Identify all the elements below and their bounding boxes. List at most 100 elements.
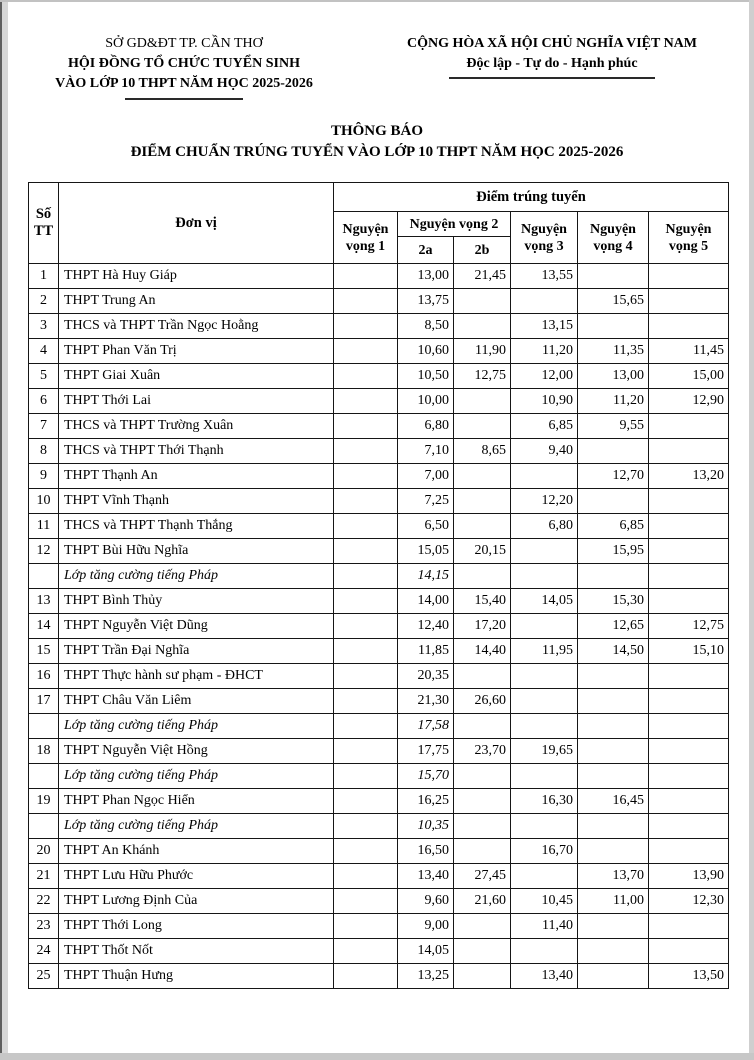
school-name: Lớp tăng cường tiếng Pháp [58,813,334,839]
score-nv1 [333,913,398,939]
score-nv3 [510,688,578,714]
school-row: 19 THPT Phan Ngọc Hiển 16,25 16,30 16,45 [28,788,729,814]
authority-line-1: SỞ GD&ĐT TP. CẦN THƠ [105,36,263,51]
score-nv4 [577,913,649,939]
score-nv2b [453,838,511,864]
school-name: THCS và THPT Trần Ngọc Hoằng [58,313,334,339]
score-nv1 [333,538,398,564]
row-number: 8 [28,438,59,464]
score-nv2a: 10,35 [397,813,454,839]
score-nv5 [648,313,729,339]
score-nv3: 16,30 [510,788,578,814]
score-nv5: 11,45 [648,338,729,364]
school-row: 20 THPT An Khánh 16,50 16,70 [28,838,729,864]
row-number: 16 [28,663,59,689]
score-nv4 [577,713,649,739]
notice-title: THÔNG BÁO [330,123,424,139]
french-class-row: Lớp tăng cường tiếng Pháp 14,15 [28,563,729,589]
score-nv2a: 11,85 [397,638,454,664]
header-nv5: Nguyện vọng 5 [648,211,729,264]
school-name: THPT Hà Huy Giáp [58,263,334,289]
score-nv2a: 13,75 [397,288,454,314]
row-number: 7 [28,413,59,439]
scan-edge-bottom [0,1053,754,1060]
score-nv4: 12,70 [577,463,649,489]
header-nv3: Nguyện vọng 3 [510,211,578,264]
header-unit: Đơn vị [58,182,334,264]
school-row: 16 THPT Thực hành sư phạm - ĐHCT 20,35 [28,663,729,689]
header-nv2: Nguyện vọng 2 [397,211,511,237]
score-nv3: 11,40 [510,913,578,939]
score-nv5 [648,913,729,939]
score-nv4: 15,30 [577,588,649,614]
school-name: THPT Trung An [58,288,334,314]
score-nv3 [510,563,578,589]
score-nv3: 12,20 [510,488,578,514]
admission-score-table: Số TT Đơn vị Điểm trúng tuyển Nguyện vọn… [28,182,729,989]
score-nv2b [453,563,511,589]
row-number: 11 [28,513,59,539]
score-nv5: 12,75 [648,613,729,639]
school-row: 12 THPT Bùi Hữu Nghĩa 15,05 20,15 15,95 [28,538,729,564]
score-nv4: 11,35 [577,338,649,364]
score-nv5 [648,838,729,864]
score-nv2b: 17,20 [453,613,511,639]
school-name: THPT Thạnh An [58,463,334,489]
score-nv5 [648,438,729,464]
school-name: THCS và THPT Trường Xuân [58,413,334,439]
score-nv2a: 6,50 [397,513,454,539]
school-name: THPT Thốt Nốt [58,938,334,964]
school-name: THPT Châu Văn Liêm [58,688,334,714]
score-nv2a: 10,50 [397,363,454,389]
row-number: 5 [28,363,59,389]
score-nv5: 12,90 [648,388,729,414]
motto-line-1: CỘNG HÒA XÃ HỘI CHỦ NGHĨA VIỆT NAM [406,36,697,51]
score-nv1 [333,413,398,439]
school-row: 2 THPT Trung An 13,75 15,65 [28,288,729,314]
row-number [28,563,59,589]
motto-line-2: Độc lập - Tự do - Hạnh phúc [466,56,638,71]
score-nv4 [577,763,649,789]
score-nv2a: 14,00 [397,588,454,614]
french-class-row: Lớp tăng cường tiếng Pháp 15,70 [28,763,729,789]
score-nv3 [510,763,578,789]
score-nv4 [577,663,649,689]
score-nv5 [648,288,729,314]
score-nv5 [648,563,729,589]
score-nv2a: 20,35 [397,663,454,689]
score-nv2a: 8,50 [397,313,454,339]
score-nv4: 13,00 [577,363,649,389]
score-nv3: 11,95 [510,638,578,664]
school-row: 14 THPT Nguyễn Việt Dũng 12,40 17,20 12,65 12… [28,613,729,639]
score-nv5 [648,413,729,439]
score-nv4 [577,938,649,964]
school-name: Lớp tăng cường tiếng Pháp [58,713,334,739]
row-number: 20 [28,838,59,864]
header-nv1: Nguyện vọng 1 [333,211,398,264]
score-nv2b [453,413,511,439]
score-nv4: 13,70 [577,863,649,889]
score-nv2a: 13,00 [397,263,454,289]
score-nv1 [333,763,398,789]
score-nv2a: 7,25 [397,488,454,514]
school-name: THPT Trần Đại Nghĩa [58,638,334,664]
score-nv1 [333,463,398,489]
score-nv1 [333,838,398,864]
row-number: 18 [28,738,59,764]
notice-subtitle: ĐIỂM CHUẨN TRÚNG TUYỂN VÀO LỚP 10 THPT N… [130,144,624,160]
score-nv4 [577,563,649,589]
row-number: 25 [28,963,59,989]
score-nv1 [333,813,398,839]
score-nv3 [510,613,578,639]
score-nv4: 16,45 [577,788,649,814]
score-nv3: 16,70 [510,838,578,864]
score-nv1 [333,613,398,639]
score-nv2b [453,963,511,989]
score-nv2b [453,463,511,489]
score-nv2a: 17,58 [397,713,454,739]
score-nv5 [648,688,729,714]
score-nv1 [333,338,398,364]
score-nv3: 6,80 [510,513,578,539]
score-nv1 [333,438,398,464]
